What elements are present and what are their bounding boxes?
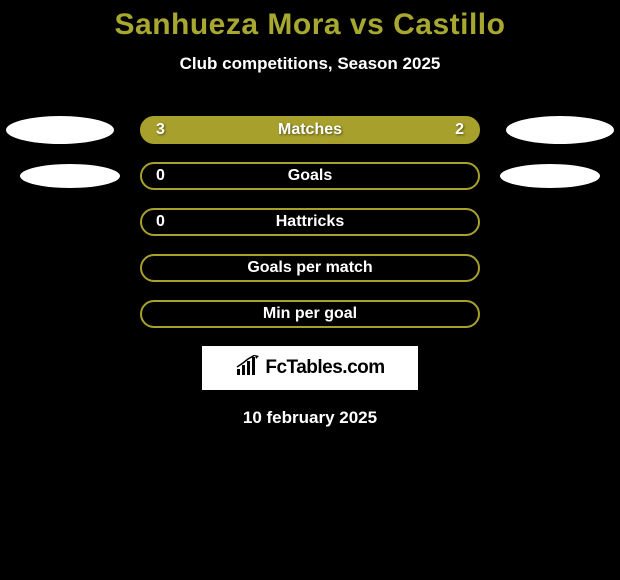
- logo-box[interactable]: FcTables.com: [202, 346, 418, 390]
- stat-bar: 0 Goals: [140, 162, 480, 190]
- stat-bar: Goals per match: [140, 254, 480, 282]
- stat-bar: 3 Matches 2: [140, 116, 480, 144]
- stat-value-left: 0: [156, 167, 165, 185]
- stat-row-gpm: Goals per match: [0, 254, 620, 282]
- main-container: Sanhueza Mora vs Castillo Club competiti…: [0, 0, 620, 428]
- stat-label: Min per goal: [263, 305, 357, 323]
- page-title: Sanhueza Mora vs Castillo: [0, 8, 620, 42]
- date-text: 10 february 2025: [0, 408, 620, 428]
- stat-value-right: 2: [455, 121, 464, 139]
- stat-row-hattricks: 0 Hattricks: [0, 208, 620, 236]
- stat-label: Goals: [288, 167, 332, 185]
- stat-value-left: 3: [156, 121, 165, 139]
- stat-row-matches: 3 Matches 2: [0, 116, 620, 144]
- stat-row-mpg: Min per goal: [0, 300, 620, 328]
- stat-bar: Min per goal: [140, 300, 480, 328]
- subtitle: Club competitions, Season 2025: [0, 54, 620, 74]
- logo-text: FcTables.com: [265, 357, 384, 379]
- stat-row-goals: 0 Goals: [0, 162, 620, 190]
- stat-bar: 0 Hattricks: [140, 208, 480, 236]
- stat-label: Goals per match: [247, 259, 372, 277]
- stat-label: Matches: [278, 121, 342, 139]
- stat-label: Hattricks: [276, 213, 344, 231]
- stats-section: 3 Matches 2 0 Goals 0 Hattricks Goals pe…: [0, 116, 620, 328]
- logo-content: FcTables.com: [235, 355, 384, 382]
- chart-icon: [235, 355, 261, 382]
- stat-value-left: 0: [156, 213, 165, 231]
